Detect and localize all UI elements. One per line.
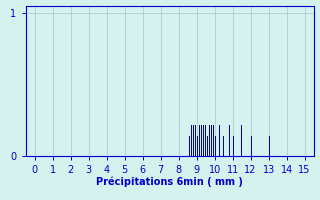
Bar <box>203 125 204 156</box>
Bar <box>219 125 220 156</box>
Bar <box>209 125 210 156</box>
Bar <box>241 125 242 156</box>
Bar <box>251 136 252 156</box>
Bar <box>193 125 194 156</box>
Bar <box>229 125 230 156</box>
Bar <box>213 125 214 156</box>
Bar <box>199 125 200 156</box>
Bar <box>211 125 212 156</box>
Bar <box>201 125 202 156</box>
Bar <box>197 136 198 156</box>
Bar <box>207 136 208 156</box>
Bar <box>215 136 216 156</box>
Bar <box>269 136 270 156</box>
Bar <box>191 125 192 156</box>
Bar <box>189 136 190 156</box>
Bar <box>205 125 206 156</box>
Bar <box>195 125 196 156</box>
X-axis label: Précipitations 6min ( mm ): Précipitations 6min ( mm ) <box>96 176 243 187</box>
Bar <box>233 136 234 156</box>
Bar <box>223 136 224 156</box>
